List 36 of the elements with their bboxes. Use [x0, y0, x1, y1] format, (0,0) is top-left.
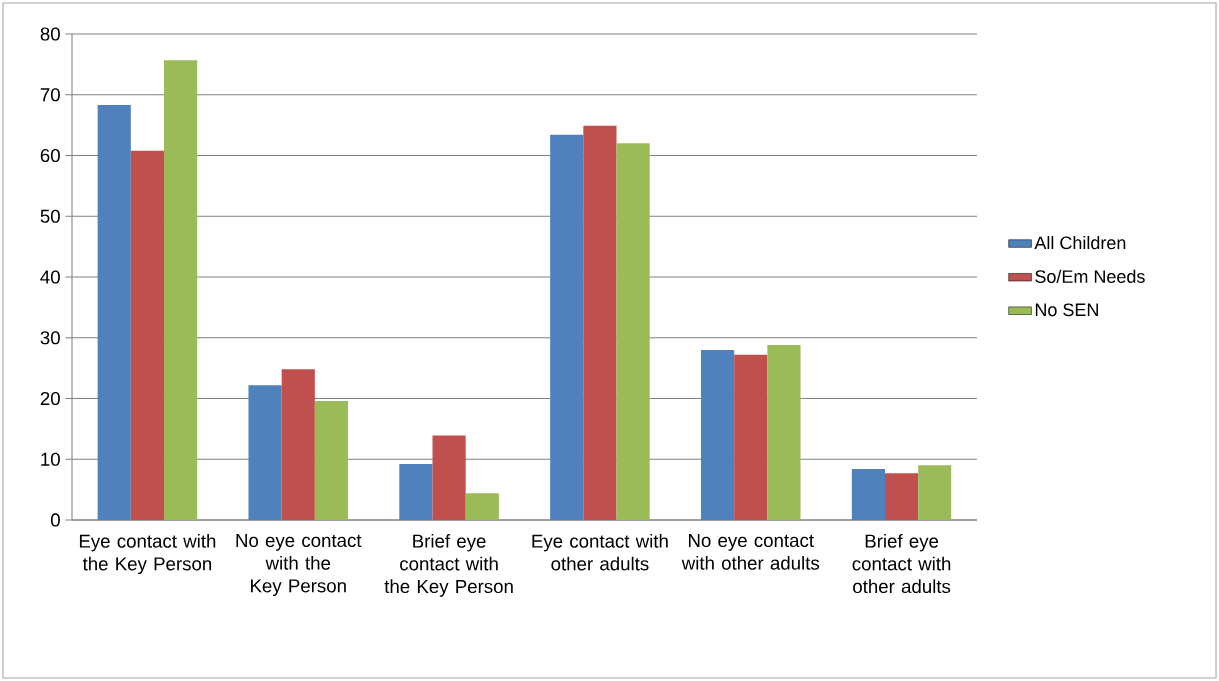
y-tick-label: 60 — [40, 148, 60, 163]
bar — [248, 385, 282, 520]
legend-label: No SEN — [1035, 303, 1098, 317]
bar — [130, 150, 165, 520]
bar — [281, 369, 315, 520]
bar — [314, 400, 349, 520]
bar — [432, 435, 466, 520]
bar — [399, 464, 433, 520]
bar — [164, 60, 198, 520]
bar — [550, 134, 584, 520]
bar — [851, 468, 885, 520]
y-tick-label: 50 — [40, 209, 60, 223]
x-tick-label: Brief eye contact with the Key Person — [384, 534, 513, 597]
y-tick-label: 70 — [40, 88, 60, 102]
bar — [767, 345, 801, 520]
bar — [918, 465, 952, 520]
bar — [700, 349, 735, 520]
bar — [583, 125, 617, 520]
x-tick-label: No eye contact with other adults — [681, 534, 820, 570]
legend-label: All Children — [1034, 236, 1126, 250]
x-tick-label: Brief eye contact with other adults — [852, 534, 951, 594]
x-tick-label: Eye contact with other adults — [532, 534, 668, 571]
legend-label: So/Em Needs — [1035, 269, 1145, 283]
y-tick-label: 0 — [50, 513, 60, 527]
bar — [97, 105, 131, 520]
bar — [616, 143, 650, 520]
y-tick-label: 20 — [40, 391, 60, 406]
y-tick-label: 40 — [40, 270, 60, 284]
bar — [734, 354, 768, 520]
x-tick-label: Eye contact with the Key Person — [79, 534, 216, 575]
bar — [465, 493, 499, 520]
y-tick-label: 30 — [40, 331, 60, 345]
y-tick-label: 10 — [41, 452, 60, 466]
x-tick-label: No eye contact with the Key Person — [236, 534, 362, 597]
y-tick-label: 80 — [40, 27, 60, 41]
bar — [885, 473, 919, 520]
